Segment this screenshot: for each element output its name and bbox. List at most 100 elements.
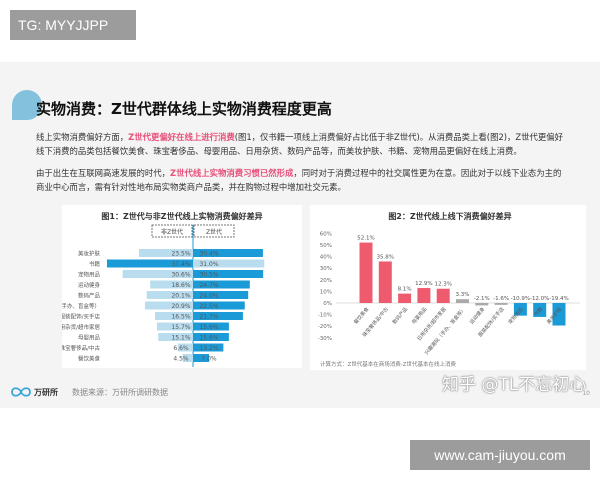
category-label: 书籍 bbox=[532, 306, 544, 318]
bar-z bbox=[193, 333, 229, 341]
category-label: 数码产品 bbox=[391, 306, 409, 326]
legend-box bbox=[193, 224, 235, 238]
data-source: 数据来源：万研所调研数据 bbox=[72, 387, 168, 397]
category-label: 运动健身 bbox=[78, 281, 101, 289]
value-label-z: 15.6% bbox=[199, 335, 218, 342]
watermark-top: TG: MYYJJPP bbox=[10, 10, 136, 40]
bar-z bbox=[193, 354, 210, 362]
value-label: -1.6% bbox=[493, 296, 509, 302]
y-tick-label: 0% bbox=[323, 301, 332, 307]
value-label-z: 7.0% bbox=[201, 356, 217, 363]
bar-z bbox=[193, 322, 229, 331]
value-label-non-z: 16.5% bbox=[171, 314, 190, 321]
logo: 万研所 bbox=[10, 386, 58, 398]
text: 由于出生在互联网高速发展的时代， bbox=[36, 168, 170, 178]
category-label: 母婴用品 bbox=[78, 335, 101, 342]
value-label: -2.1% bbox=[474, 296, 490, 302]
paragraph-2: 由于出生在互联网高速发展的时代，Z世代线上实物消费习惯已然形成，同时对于消费过程… bbox=[36, 166, 566, 194]
footnote: 计算方式：Z世代基本在商场消费-Z世代基本在线上消费 bbox=[320, 360, 457, 368]
category-label: 餐饮美食 bbox=[78, 355, 101, 363]
chart-title: 图2：Z世代线上线下消费偏好差异 bbox=[388, 211, 511, 221]
value-label-z: 30.4% bbox=[199, 251, 218, 258]
bar bbox=[552, 303, 566, 326]
footer: 万研所 数据来源：万研所调研数据 bbox=[10, 386, 168, 398]
value-label-z: 31.0% bbox=[199, 261, 218, 268]
watermark-zhihu: 知乎 @TL不忘初心 bbox=[442, 375, 587, 395]
bar bbox=[533, 303, 547, 317]
logo-text: 万研所 bbox=[34, 387, 58, 397]
value-label-non-z: 15.7% bbox=[171, 324, 190, 331]
value-label-z: 24.7% bbox=[199, 282, 218, 289]
value-label-non-z: 18.6% bbox=[171, 282, 190, 289]
slide: 实物消费：Z世代群体线上实物消费程度更高 线上实物消费偏好方面，Z世代更偏好在线… bbox=[0, 62, 600, 408]
value-label-non-z: 30.6% bbox=[171, 272, 190, 279]
decorative-circle bbox=[12, 90, 42, 120]
value-label-z: 13.2% bbox=[199, 345, 218, 352]
bar-non-z bbox=[106, 259, 193, 268]
watermark-bottom: www.cam-jiuyou.com bbox=[410, 440, 590, 470]
highlight-text: Z世代更偏好在线上进行消费 bbox=[128, 132, 235, 142]
category-label: 珠宝奢侈品/中古 bbox=[62, 344, 100, 352]
chart-1-panel: 图1：Z世代与非Z世代线上实物消费偏好差异 非Z世代 Z世代 23.5% 30.4% 美妆… bbox=[34, 205, 302, 368]
category-label: 服装配饰/买手店 bbox=[62, 313, 100, 321]
text: ，同时对于消费过程中的社交属性更为在意。因此对于以线下业态为主的商业中心而言，需… bbox=[36, 168, 562, 192]
value-label-non-z: 20.9% bbox=[171, 303, 190, 310]
bar-z bbox=[193, 259, 265, 268]
category-label: 数码产品 bbox=[78, 292, 101, 300]
category-label: 餐饮美食 bbox=[352, 306, 370, 326]
bar-non-z bbox=[122, 270, 193, 278]
legend-box bbox=[151, 224, 193, 238]
y-tick-label: 50% bbox=[320, 243, 332, 249]
chart-2-panel: 图2：Z世代线上线下消费偏好差异 60% 50% 40% 30% 20% 10% 0% -10%… bbox=[310, 205, 586, 370]
text: (图1，仅书籍一项线上消费偏好占比低于非Z世代)。从消费品类上看(图2)，Z世代… bbox=[36, 132, 564, 156]
value-label-non-z: 23.5% bbox=[171, 251, 190, 258]
value-label-non-z: 4.5% bbox=[173, 356, 189, 363]
y-tick-label: 60% bbox=[320, 231, 332, 237]
value-label: 3.3% bbox=[456, 292, 470, 298]
value-label-non-z: 37.4% bbox=[171, 261, 190, 268]
legend-label: 非Z世代 bbox=[161, 228, 183, 236]
category-label: 兴趣潮玩（手办、盲盒等） bbox=[62, 302, 100, 310]
paragraph-1: 线上实物消费偏好方面，Z世代更偏好在线上进行消费(图1，仅书籍一项线上消费偏好占… bbox=[36, 130, 566, 158]
bar-z bbox=[193, 280, 250, 289]
bar-non-z bbox=[158, 333, 193, 341]
bar-non-z bbox=[156, 322, 193, 331]
value-label-z: 15.6% bbox=[199, 324, 218, 331]
bar-non-z bbox=[138, 249, 193, 257]
value-label-non-z: 20.1% bbox=[171, 293, 190, 300]
page-number: 10 bbox=[582, 390, 590, 397]
bar bbox=[513, 303, 527, 316]
bar bbox=[359, 242, 373, 303]
bar-z bbox=[193, 291, 249, 299]
category-label: 运动健身 bbox=[468, 306, 486, 326]
value-label-z: 30.5% bbox=[199, 272, 218, 279]
bar-non-z bbox=[155, 312, 193, 320]
bar-z bbox=[193, 301, 245, 310]
chart-2: 图2：Z世代线上线下消费偏好差异 60% 50% 40% 30% 20% 10% 0% -10%… bbox=[318, 211, 580, 368]
value-label: 12.3% bbox=[434, 282, 451, 288]
value-label-z: 21.7% bbox=[199, 314, 218, 321]
bar bbox=[398, 293, 412, 303]
value-label: 35.8% bbox=[377, 254, 394, 260]
bar-non-z bbox=[177, 343, 193, 352]
bar-non-z bbox=[182, 354, 193, 362]
y-tick-label: -10% bbox=[318, 313, 332, 319]
category-label: 书籍 bbox=[89, 260, 101, 268]
y-tick-label: -30% bbox=[318, 336, 332, 342]
bar-non-z bbox=[146, 291, 193, 299]
category-label: 宠物用品 bbox=[78, 271, 101, 279]
y-tick-label: 30% bbox=[320, 266, 332, 272]
bar bbox=[378, 261, 392, 303]
value-label: 12.9% bbox=[415, 281, 432, 287]
value-label: 8.1% bbox=[398, 287, 412, 293]
value-label-z: 24.0% bbox=[199, 293, 218, 300]
bar bbox=[417, 288, 431, 303]
value-label-non-z: 6.6% bbox=[173, 345, 189, 352]
bar bbox=[494, 303, 508, 305]
value-label: -10.9% bbox=[511, 296, 530, 302]
value-label-non-z: 15.1% bbox=[171, 335, 190, 342]
value-label: -19.4% bbox=[549, 296, 568, 302]
highlight-text: Z世代线上实物消费习惯已然形成 bbox=[170, 168, 294, 178]
bar-z bbox=[193, 249, 263, 257]
logo-icon bbox=[11, 387, 31, 397]
